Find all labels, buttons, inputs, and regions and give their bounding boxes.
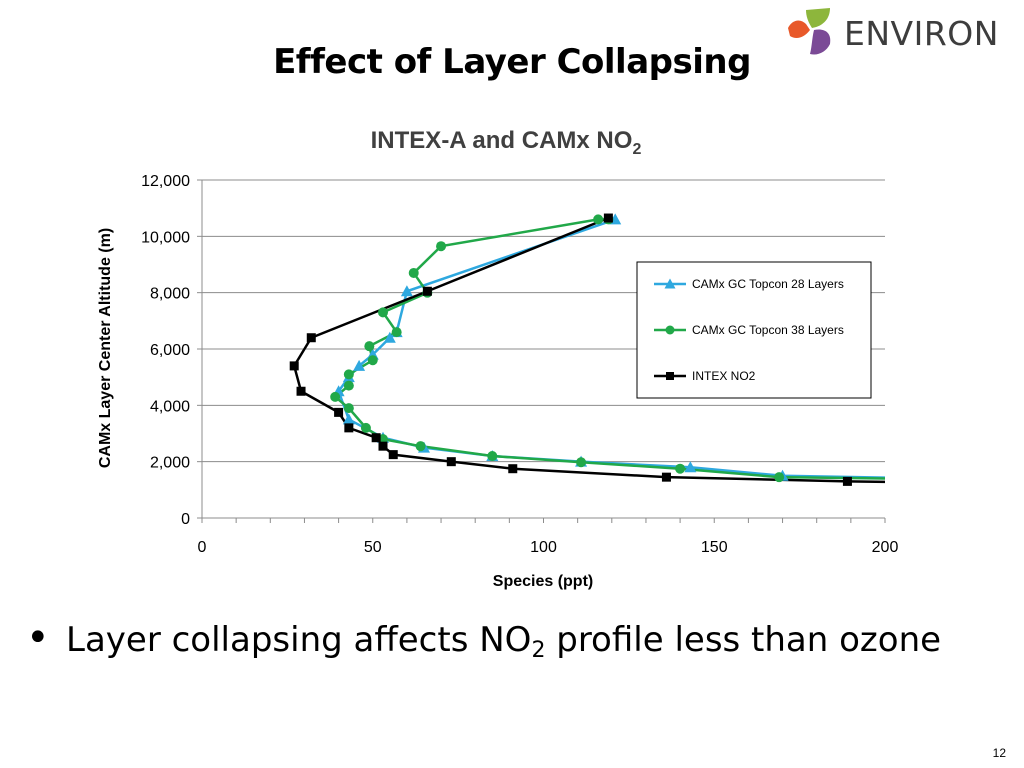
data-point-circle xyxy=(436,241,447,252)
data-point-circle xyxy=(665,325,675,335)
data-point-triangle xyxy=(353,359,366,371)
y-tick-label: 12,000 xyxy=(141,173,190,190)
data-point-triangle xyxy=(400,285,413,297)
data-point-square xyxy=(334,407,344,417)
data-point-triangle xyxy=(684,461,697,473)
data-point-circle xyxy=(774,472,785,483)
data-point-triangle xyxy=(383,331,396,343)
data-point-square xyxy=(603,213,613,223)
data-point-triangle xyxy=(342,413,355,425)
y-tick-label: 2,000 xyxy=(150,455,190,472)
environ-logo: ENVIRON xyxy=(786,8,1018,58)
data-point-square xyxy=(446,457,456,467)
slide-title: Effect of Layer Collapsing xyxy=(273,42,751,82)
bullet-dot: • xyxy=(26,615,50,661)
data-point-circle xyxy=(377,307,388,318)
page-number: 12 xyxy=(992,746,1006,760)
x-tick-label: 0 xyxy=(198,539,207,556)
data-point-circle xyxy=(364,341,375,352)
data-point-circle xyxy=(593,214,604,225)
data-point-triangle xyxy=(664,278,676,289)
x-tick-label: 100 xyxy=(530,539,557,556)
data-point-circle xyxy=(343,403,354,414)
chart-title: INTEX-A and CAMx NO2 xyxy=(371,127,642,158)
x-tick-label: 150 xyxy=(701,539,728,556)
data-point-circle xyxy=(391,327,402,338)
y-tick-label: 8,000 xyxy=(150,286,190,303)
legend-label: INTEX NO2 xyxy=(692,369,756,383)
chart-legend: CAMx GC Topcon 28 Layers CAMx GC Topcon 3… xyxy=(636,261,872,399)
data-point-circle xyxy=(367,355,378,366)
data-point-square xyxy=(378,441,388,451)
data-point-square xyxy=(661,472,671,482)
y-tick-label: 6,000 xyxy=(150,342,190,359)
legend-label: CAMx GC Topcon 28 Layers xyxy=(692,277,844,291)
data-point-circle xyxy=(343,369,354,380)
data-point-square xyxy=(508,464,518,474)
data-point-circle xyxy=(415,441,426,452)
y-tick-label: 10,000 xyxy=(141,229,190,246)
data-point-circle xyxy=(408,267,419,278)
data-point-square xyxy=(296,386,306,396)
data-point-square xyxy=(422,286,432,296)
data-point-square xyxy=(388,450,398,460)
data-point-circle xyxy=(343,380,354,391)
environ-logo-mark-icon xyxy=(788,8,831,55)
x-axis-label: Species (ppt) xyxy=(493,573,593,590)
data-point-circle xyxy=(675,463,686,474)
data-point-square xyxy=(371,433,381,443)
x-tick-label: 50 xyxy=(364,539,382,556)
y-tick-label: 0 xyxy=(181,511,190,528)
y-axis-label: CAMx Layer Center Altitude (m) xyxy=(97,228,114,468)
x-tick-label: 200 xyxy=(872,539,899,556)
data-point-square xyxy=(666,372,674,380)
data-point-circle xyxy=(576,457,587,468)
data-point-square xyxy=(306,333,316,343)
bullet-text: Layer collapsing affects NO2 profile les… xyxy=(66,620,942,663)
data-point-square xyxy=(842,476,852,486)
data-point-square xyxy=(289,361,299,371)
legend-label: CAMx GC Topcon 38 Layers xyxy=(692,323,844,337)
data-point-square xyxy=(344,423,354,433)
data-point-circle xyxy=(360,422,371,433)
y-tick-label: 4,000 xyxy=(150,398,190,415)
data-point-circle xyxy=(330,391,341,402)
data-point-circle xyxy=(487,451,498,462)
no2-altitude-chart: INTEX-A and CAMx NO2 0 2,000 4,000 6,000 8,0… xyxy=(97,127,899,590)
logo-wordmark: ENVIRON xyxy=(844,14,999,53)
